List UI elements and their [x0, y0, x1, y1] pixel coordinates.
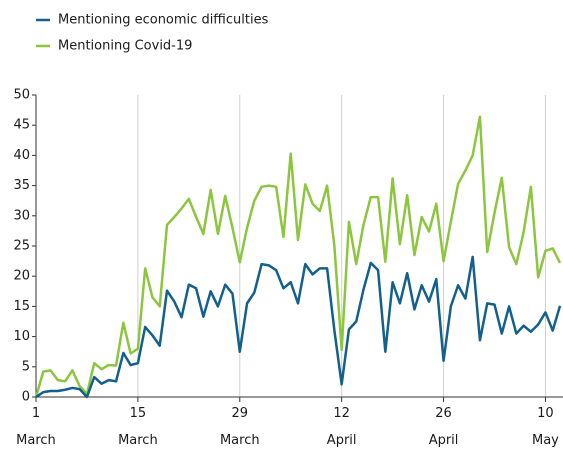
y-tick-label: 45: [13, 118, 30, 133]
x-tick-label: 10 May: [532, 406, 559, 448]
x-tick-label: 1 March: [16, 406, 56, 448]
y-tick-label: 0: [22, 390, 30, 405]
x-tick-label: 12 April: [327, 406, 357, 448]
x-tick-label: 26 April: [429, 406, 459, 448]
legend-label: Mentioning Covid-19: [58, 39, 192, 54]
y-tick-label: 40: [13, 148, 30, 163]
legend-label: Mentioning economic difficulties: [58, 13, 269, 28]
y-tick-label: 35: [13, 178, 30, 193]
x-tick-label: 29 March: [220, 406, 260, 448]
y-tick-label: 25: [13, 239, 30, 254]
y-tick-label: 50: [13, 88, 30, 103]
y-tick-label: 15: [13, 299, 30, 314]
y-tick-label: 30: [13, 208, 30, 223]
x-tick-label: 15 March: [118, 406, 158, 448]
y-tick-label: 5: [22, 359, 30, 374]
series-line: [34, 115, 562, 398]
y-tick-label: 10: [13, 329, 30, 344]
series-line: [35, 255, 562, 399]
y-tick-label: 20: [13, 269, 30, 284]
